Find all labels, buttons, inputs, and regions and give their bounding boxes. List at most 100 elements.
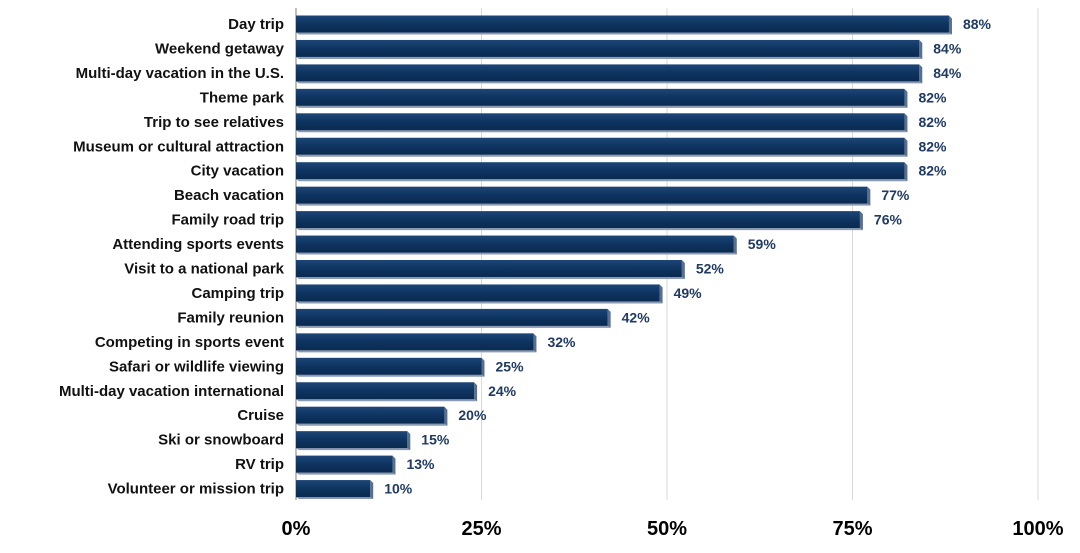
bar-side-14 xyxy=(481,357,485,377)
bar-side-8 xyxy=(859,211,863,231)
category-label-4: Trip to see relatives xyxy=(144,114,284,131)
category-label-9: Attending sports events xyxy=(112,236,284,253)
bar-13 xyxy=(296,333,534,351)
bar-bottom-13 xyxy=(296,350,537,353)
bar-side-18 xyxy=(392,455,396,475)
bar-17 xyxy=(296,431,408,449)
bar-bottom-11 xyxy=(296,301,663,304)
data-label-1: 84% xyxy=(933,40,962,56)
bar-bottom-2 xyxy=(296,81,923,84)
x-tick-label-25: 25% xyxy=(461,518,501,540)
bar-side-4 xyxy=(904,113,908,133)
data-label-7: 77% xyxy=(881,187,910,203)
bar-side-17 xyxy=(407,431,411,451)
data-label-5: 82% xyxy=(918,138,947,154)
category-label-15: Multi-day vacation international xyxy=(59,383,284,400)
category-label-10: Visit to a national park xyxy=(124,261,284,278)
bar-6 xyxy=(296,162,905,180)
bar-side-13 xyxy=(533,333,537,353)
bar-bottom-14 xyxy=(296,374,485,377)
bar-5 xyxy=(296,137,905,155)
bar-bottom-17 xyxy=(296,448,411,451)
bar-side-1 xyxy=(919,39,923,59)
bar-8 xyxy=(296,211,860,229)
bar-7 xyxy=(296,186,868,204)
category-label-2: Multi-day vacation in the U.S. xyxy=(76,65,284,82)
bar-2 xyxy=(296,64,920,82)
bar-bottom-15 xyxy=(296,399,478,402)
bar-9 xyxy=(296,235,734,253)
category-label-6: City vacation xyxy=(191,163,284,180)
data-label-3: 82% xyxy=(918,89,947,105)
bar-bottom-16 xyxy=(296,423,448,426)
data-label-2: 84% xyxy=(933,65,962,81)
bar-bottom-4 xyxy=(296,130,908,133)
bar-side-12 xyxy=(607,308,611,328)
bar-18 xyxy=(296,455,393,473)
bar-side-3 xyxy=(904,88,908,108)
data-label-19: 10% xyxy=(384,481,413,497)
category-label-1: Weekend getaway xyxy=(155,40,285,57)
bar-bottom-1 xyxy=(296,56,923,59)
bar-bottom-5 xyxy=(296,154,908,157)
bar-10 xyxy=(296,260,682,277)
bar-bottom-6 xyxy=(296,179,908,182)
category-label-3: Theme park xyxy=(200,89,285,106)
bar-bottom-9 xyxy=(296,252,737,255)
x-tick-label-0: 0% xyxy=(282,518,311,540)
bar-bottom-8 xyxy=(296,228,863,231)
data-label-8: 76% xyxy=(874,212,903,228)
bar-3 xyxy=(296,88,905,106)
bar-14 xyxy=(296,357,482,375)
data-label-0: 88% xyxy=(963,16,992,32)
category-label-7: Beach vacation xyxy=(174,187,284,204)
bar-16 xyxy=(296,406,445,424)
data-label-12: 42% xyxy=(622,309,651,325)
category-label-5: Museum or cultural attraction xyxy=(73,138,284,155)
bar-bottom-12 xyxy=(296,325,611,328)
category-label-11: Camping trip xyxy=(192,285,285,302)
bar-side-16 xyxy=(444,406,448,426)
bar-bottom-7 xyxy=(296,203,871,206)
bar-bottom-19 xyxy=(296,497,374,500)
data-label-18: 13% xyxy=(406,456,435,472)
bar-19 xyxy=(296,480,371,498)
bar-side-6 xyxy=(904,162,908,182)
category-label-18: RV trip xyxy=(235,456,284,473)
bar-side-2 xyxy=(919,64,923,84)
bar-side-5 xyxy=(904,137,908,157)
bar-side-0 xyxy=(948,15,952,35)
category-label-16: Cruise xyxy=(237,407,284,424)
bar-12 xyxy=(296,308,608,326)
labels: Day trip 88% Weekend getaway 84% Multi-day v… xyxy=(59,16,1064,540)
bar-bottom-0 xyxy=(296,32,952,35)
data-label-14: 25% xyxy=(496,358,525,374)
bar-bottom-3 xyxy=(296,105,908,108)
bar-side-10 xyxy=(681,260,685,279)
data-label-16: 20% xyxy=(458,407,487,423)
x-tick-label-50: 50% xyxy=(647,518,687,540)
x-tick-label-75: 75% xyxy=(832,518,872,540)
bar-bottom-10 xyxy=(296,277,685,279)
bar-side-19 xyxy=(370,480,374,500)
x-tick-label-100: 100% xyxy=(1012,518,1063,540)
bar-1 xyxy=(296,39,920,57)
data-label-4: 82% xyxy=(918,114,947,130)
category-label-17: Ski or snowboard xyxy=(158,432,284,449)
data-label-15: 24% xyxy=(488,383,517,399)
bar-bottom-18 xyxy=(296,472,396,475)
category-label-14: Safari or wildlife viewing xyxy=(109,358,284,375)
bar-4 xyxy=(296,113,905,131)
bar-side-11 xyxy=(659,284,663,304)
bars xyxy=(296,15,952,500)
bar-side-7 xyxy=(867,186,871,206)
category-label-8: Family road trip xyxy=(171,212,284,229)
bar-11 xyxy=(296,284,660,302)
category-label-13: Competing in sports event xyxy=(95,334,284,351)
bar-side-9 xyxy=(733,235,737,255)
data-label-13: 32% xyxy=(547,334,576,350)
bar-15 xyxy=(296,382,475,400)
data-label-17: 15% xyxy=(421,432,450,448)
